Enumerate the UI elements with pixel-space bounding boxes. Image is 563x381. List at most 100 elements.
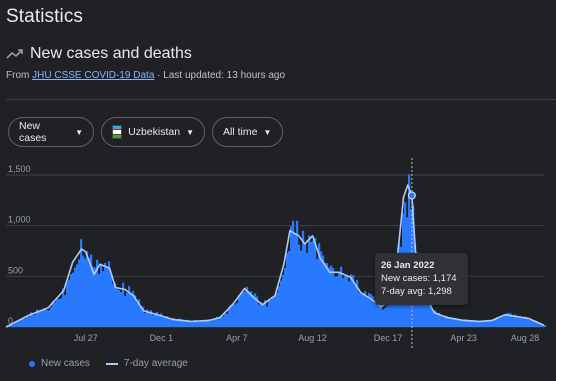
case-bar <box>336 276 339 327</box>
case-bar <box>104 262 107 327</box>
case-bar <box>44 308 47 327</box>
case-bar <box>256 296 259 327</box>
highlight-point <box>407 191 416 200</box>
case-bar <box>296 220 299 327</box>
case-bar <box>144 313 147 327</box>
case-bar <box>66 282 69 327</box>
case-bar <box>100 265 103 327</box>
case-bar <box>72 272 75 327</box>
cases-chart[interactable]: 0 500 1,000 1,500 Jul 27 Dec 1 Apr 7 Aug 12 Dec … <box>0 150 556 355</box>
case-bar <box>446 316 449 327</box>
case-bar <box>64 295 67 327</box>
case-bar <box>474 320 477 327</box>
case-bar <box>56 299 59 327</box>
y-tick-label: 0 <box>8 316 13 326</box>
caret-down-icon: ▼ <box>263 127 272 137</box>
case-bar <box>26 316 29 327</box>
case-bar <box>160 313 163 327</box>
case-bar <box>240 292 243 327</box>
case-bar <box>184 321 187 327</box>
case-bar <box>514 314 517 327</box>
case-bar <box>496 317 499 327</box>
case-bar <box>84 258 87 327</box>
page-title: Statistics <box>6 6 84 27</box>
caret-down-icon: ▼ <box>186 127 194 137</box>
case-bar <box>38 311 41 327</box>
case-bar <box>142 306 145 327</box>
case-bar <box>138 299 141 327</box>
case-bar <box>372 296 375 327</box>
case-bar <box>94 267 97 327</box>
case-bar <box>242 292 245 327</box>
case-bar <box>208 319 211 327</box>
case-bar <box>146 309 149 327</box>
country-dropdown-label: Uzbekistan <box>128 126 181 138</box>
case-bar <box>478 321 481 327</box>
case-bar <box>198 321 201 327</box>
case-bar <box>432 311 435 327</box>
case-bar <box>318 243 321 327</box>
case-bar <box>360 292 363 327</box>
case-bar <box>494 318 497 327</box>
tooltip-avg: 7-day avg: 1,298 <box>381 286 452 297</box>
case-bar <box>52 300 55 327</box>
case-bar <box>16 320 19 327</box>
case-bar <box>440 315 443 327</box>
case-bar <box>302 230 305 327</box>
case-bar <box>32 314 35 327</box>
case-bar <box>278 286 281 327</box>
case-bar <box>390 296 393 327</box>
case-bar <box>212 318 215 327</box>
case-bar <box>54 302 57 327</box>
case-bar <box>308 235 311 327</box>
case-bar <box>86 251 89 327</box>
case-bar <box>324 262 327 327</box>
case-bar <box>220 317 223 327</box>
trending-up-icon <box>6 48 24 60</box>
case-bar <box>234 304 237 327</box>
case-bar <box>168 317 171 327</box>
case-bar <box>520 317 523 327</box>
case-bar <box>526 318 529 327</box>
case-bar <box>312 240 315 327</box>
case-bar <box>250 291 253 327</box>
case-bar <box>366 295 369 327</box>
metric-dropdown[interactable]: New cases ▼ <box>8 117 94 147</box>
case-bar <box>200 320 203 327</box>
legend-label-new-cases: New cases <box>41 358 90 369</box>
case-bar <box>304 243 307 327</box>
last-updated: · Last updated: 13 hours ago <box>157 70 286 81</box>
case-bar <box>476 320 479 327</box>
source-prefix: From <box>6 70 30 81</box>
case-bar <box>222 316 225 327</box>
case-bar <box>460 320 463 327</box>
case-bar <box>180 318 183 327</box>
case-bar <box>498 318 501 327</box>
country-dropdown[interactable]: Uzbekistan ▼ <box>101 117 205 147</box>
source-link[interactable]: JHU CSSE COVID-19 Data <box>32 70 155 81</box>
case-bar <box>114 283 117 327</box>
case-bar <box>362 293 365 327</box>
case-bar <box>510 313 513 327</box>
case-bar <box>254 293 257 327</box>
case-bar <box>454 318 457 327</box>
case-bar <box>130 293 133 327</box>
case-bar <box>224 313 227 327</box>
case-bar <box>266 306 269 327</box>
case-bar <box>42 310 45 327</box>
case-bar <box>68 279 71 327</box>
case-bar <box>128 286 131 327</box>
case-bar <box>436 312 439 327</box>
case-bar <box>306 252 309 327</box>
case-bar <box>354 285 357 327</box>
legend-label-average: 7-day average <box>123 358 188 369</box>
case-bar <box>328 267 331 327</box>
case-bar <box>468 320 471 327</box>
case-bar <box>382 309 385 327</box>
x-tick-label: Dec 17 <box>374 333 403 343</box>
case-bar <box>186 319 189 327</box>
chart-tooltip: 26 Jan 2022 New cases: 1,174 7-day avg: … <box>375 253 468 305</box>
case-bar <box>386 305 389 327</box>
range-dropdown-label: All time <box>223 126 258 138</box>
range-dropdown[interactable]: All time ▼ <box>212 117 283 147</box>
